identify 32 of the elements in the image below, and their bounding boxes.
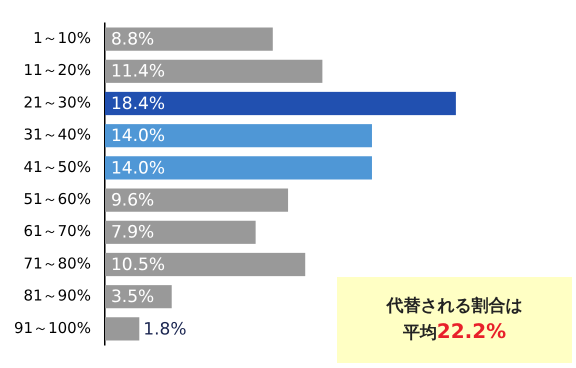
data-label: 9.6% (110, 190, 154, 211)
bar (104, 317, 140, 340)
bar (104, 252, 306, 276)
data-label: 18.4% (110, 94, 165, 114)
y-tick-label: 61～70% (24, 222, 91, 240)
data-label: 10.5% (110, 254, 165, 275)
bar (104, 156, 372, 180)
y-tick-label: 11～20% (24, 61, 91, 80)
data-label: 14.0% (110, 126, 165, 146)
y-tick-label: 21～30% (24, 93, 91, 112)
bar (104, 188, 288, 212)
data-label: 11.4% (110, 62, 165, 82)
bar (104, 60, 322, 83)
y-tick-label: 31～40% (24, 126, 91, 144)
y-tick-label: 71～80% (24, 254, 91, 272)
bar (104, 28, 273, 51)
data-label: 14.0% (110, 158, 165, 178)
y-tick-label: 91～100% (14, 318, 91, 337)
bar (104, 220, 256, 244)
annotation: 平均22.2% (402, 318, 506, 343)
data-label: 3.5% (110, 287, 154, 308)
data-label: 7.9% (110, 222, 154, 243)
y-tick-label: 41～50% (24, 158, 91, 176)
y-tick-label: 51～60% (24, 190, 91, 208)
callout-box: 代替される割合は 平均22.2% (337, 277, 572, 363)
y-tick-label: 1～10% (33, 28, 91, 47)
data-label: 1.8% (143, 319, 186, 340)
annotation: 代替される割合は (386, 296, 522, 316)
data-label: 8.8% (110, 30, 154, 50)
bar (104, 124, 372, 148)
y-tick-label: 81～90% (24, 286, 91, 305)
bar (104, 92, 456, 116)
